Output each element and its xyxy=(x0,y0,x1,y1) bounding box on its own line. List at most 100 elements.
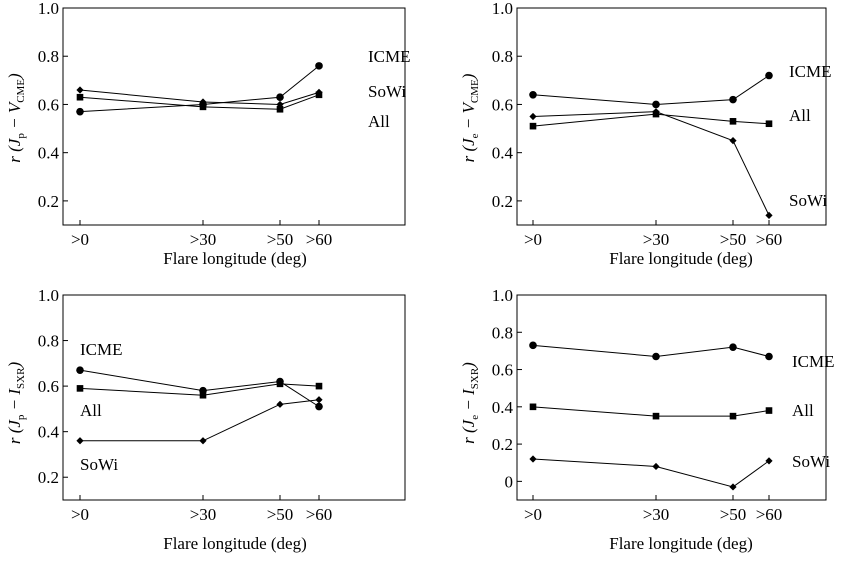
series-label: SoWi xyxy=(368,82,406,101)
y-axis-label-part: CME xyxy=(15,79,27,103)
square-marker xyxy=(729,412,737,420)
circle-marker xyxy=(529,91,537,99)
square-marker xyxy=(765,120,773,128)
square-marker xyxy=(199,391,207,399)
y-axis-label-part: e xyxy=(469,133,481,138)
series-icme xyxy=(529,341,773,361)
circle-marker xyxy=(315,402,323,411)
series-line xyxy=(532,75,770,105)
circle-marker xyxy=(276,93,284,102)
x-tick-label: >50 xyxy=(267,230,294,249)
y-tick-label: 0.4 xyxy=(38,144,60,163)
circle-marker xyxy=(652,100,660,109)
circle-marker xyxy=(729,95,737,104)
square-marker xyxy=(529,122,537,130)
square-marker xyxy=(76,385,84,392)
square-marker xyxy=(315,91,323,99)
y-tick-label: 1.0 xyxy=(38,0,59,18)
circle-marker xyxy=(765,71,773,80)
square-marker xyxy=(199,103,207,111)
y-tick-label: 0.4 xyxy=(38,423,60,442)
diamond-marker xyxy=(315,396,323,404)
x-tick-label: >50 xyxy=(720,505,747,524)
diamond-marker xyxy=(529,112,537,121)
series-all xyxy=(529,110,773,130)
x-tick-label: >60 xyxy=(306,505,333,524)
y-tick-label: 0.2 xyxy=(38,192,59,211)
circle-marker xyxy=(76,366,84,374)
y-tick-label: 0.8 xyxy=(492,47,513,66)
series-line xyxy=(79,65,320,113)
circle-marker xyxy=(315,62,323,70)
plot-frame xyxy=(62,294,406,501)
series-all xyxy=(76,380,323,399)
x-axis-label: Flare longitude (deg) xyxy=(609,534,753,553)
x-tick-label: >30 xyxy=(190,230,217,249)
series-all xyxy=(76,91,323,113)
diamond-marker xyxy=(529,455,537,463)
y-axis-label: r (Jp − ISXR) xyxy=(5,362,27,445)
diamond-marker xyxy=(199,437,207,445)
diamond-marker xyxy=(765,211,773,219)
series-sowi xyxy=(529,108,773,219)
x-tick-label: >60 xyxy=(756,230,783,249)
x-tick-label: >0 xyxy=(71,505,89,524)
y-tick-label: 0.2 xyxy=(492,435,513,454)
y-axis-label-part: p xyxy=(15,133,27,139)
y-axis-label-part: CME xyxy=(469,79,481,103)
x-tick-label: >30 xyxy=(643,230,670,249)
y-axis-label-part: e xyxy=(469,415,481,420)
series-line xyxy=(79,89,320,105)
x-tick-label: >30 xyxy=(190,505,217,524)
plot-frame xyxy=(516,7,827,226)
circle-marker xyxy=(529,341,537,350)
diamond-marker xyxy=(729,137,737,145)
series-label: SoWi xyxy=(80,455,118,474)
y-axis-label-part: r (J xyxy=(459,418,478,444)
y-tick-label: 0.4 xyxy=(492,144,514,163)
y-tick-label: 1.0 xyxy=(492,0,513,18)
diamond-marker xyxy=(76,86,84,94)
y-tick-label: 0.6 xyxy=(38,377,59,396)
x-tick-label: >0 xyxy=(71,230,89,249)
circle-marker xyxy=(652,352,660,361)
y-axis-label: r (Jp − VCME) xyxy=(5,73,27,163)
y-tick-label: 0.8 xyxy=(492,323,513,342)
series-label: All xyxy=(368,112,390,131)
diamond-marker xyxy=(276,400,284,408)
y-axis-label: r (Je − ISXR) xyxy=(459,362,481,444)
y-axis-label-part: − I xyxy=(459,388,478,415)
y-tick-label: 0.4 xyxy=(492,398,514,417)
x-axis-label: Flare longitude (deg) xyxy=(163,534,307,553)
y-axis-label-part: ) xyxy=(5,73,24,80)
x-tick-label: >60 xyxy=(306,230,333,249)
y-axis-label-part: SXR xyxy=(15,367,27,389)
y-axis-label-part: p xyxy=(15,414,27,420)
x-tick-label: >60 xyxy=(756,505,783,524)
y-tick-label: 1.0 xyxy=(38,286,59,305)
series-line xyxy=(532,344,770,358)
series-line xyxy=(79,94,320,110)
y-tick-label: 1.0 xyxy=(492,286,513,305)
y-axis-label-part: SXR xyxy=(469,367,481,389)
circle-marker xyxy=(729,343,737,351)
x-axis-label: Flare longitude (deg) xyxy=(609,249,753,268)
diamond-marker xyxy=(652,108,660,116)
square-marker xyxy=(76,93,84,101)
y-tick-label: 0.6 xyxy=(492,95,513,114)
series-sowi xyxy=(76,396,323,445)
x-tick-label: >0 xyxy=(524,505,542,524)
series-line xyxy=(79,383,320,396)
series-label: All xyxy=(789,106,811,125)
series-label: ICME xyxy=(80,340,123,359)
y-axis-label-part: − V xyxy=(5,100,24,133)
square-marker xyxy=(276,380,284,388)
y-axis-label: r (Je − VCME) xyxy=(459,73,481,162)
y-axis-label-part: r (J xyxy=(5,419,24,445)
square-marker xyxy=(315,382,323,390)
circle-marker xyxy=(765,352,773,361)
